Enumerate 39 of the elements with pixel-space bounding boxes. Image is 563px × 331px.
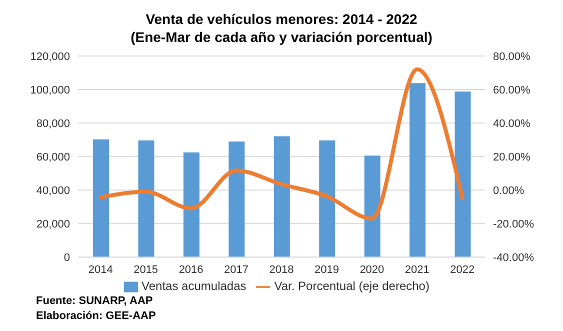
text: Elaboración: GEE-AAP (36, 309, 157, 324)
x-tick-label: 2015 (134, 264, 158, 276)
y-tick-label: 20,000 (36, 218, 70, 231)
y-tick-label: 120,000 (30, 50, 70, 63)
bar (364, 156, 380, 258)
x-tick-label: 2019 (314, 264, 339, 276)
y2-tick-label: 80.00% (493, 50, 531, 63)
legend-label: Var. Porcentual (eje derecho) (274, 279, 430, 294)
bar (319, 140, 336, 258)
legend-label: Ventas acumuladas (142, 279, 246, 294)
bar (410, 83, 426, 258)
x-tick-label: 2017 (224, 264, 249, 276)
bar (138, 140, 154, 258)
chart-title: Venta de vehículos menores: 2014 - 2022 (144, 10, 418, 28)
bar (454, 92, 471, 258)
x-tick-label: 2022 (450, 264, 475, 276)
y2-tick-label: 40.00% (493, 118, 531, 130)
bar (183, 152, 200, 258)
line-series (98, 67, 464, 221)
bar (93, 139, 109, 258)
bar (228, 142, 245, 258)
source-note: Fuente: SUNARP, AAP (36, 294, 154, 309)
y-tick-label: 100,000 (30, 84, 70, 96)
y-tick-label: 80,000 (36, 118, 70, 130)
y2-tick-label: 20.00% (493, 151, 531, 164)
chart-subtitle: (Ene-Mar de cada año y variación porcentual) (130, 28, 434, 46)
y2-tick-label: 60.00% (493, 84, 531, 96)
x-tick-label: 2021 (404, 264, 430, 276)
x-tick-label: 2020 (360, 264, 384, 276)
y2-tick-label: -20.00% (493, 218, 534, 231)
y2-tick-label: 0.00% (493, 185, 524, 198)
y-tick-label: 40,000 (36, 185, 70, 198)
x-tick-label: 2018 (269, 264, 294, 276)
bar (274, 136, 290, 258)
x-tick-label: 2014 (88, 264, 113, 276)
y2-tick-label: -40.00% (493, 252, 534, 264)
x-tick-label: 2016 (178, 264, 204, 276)
y-tick-label: 0 (64, 252, 70, 264)
y-tick-label: 60,000 (36, 151, 70, 164)
